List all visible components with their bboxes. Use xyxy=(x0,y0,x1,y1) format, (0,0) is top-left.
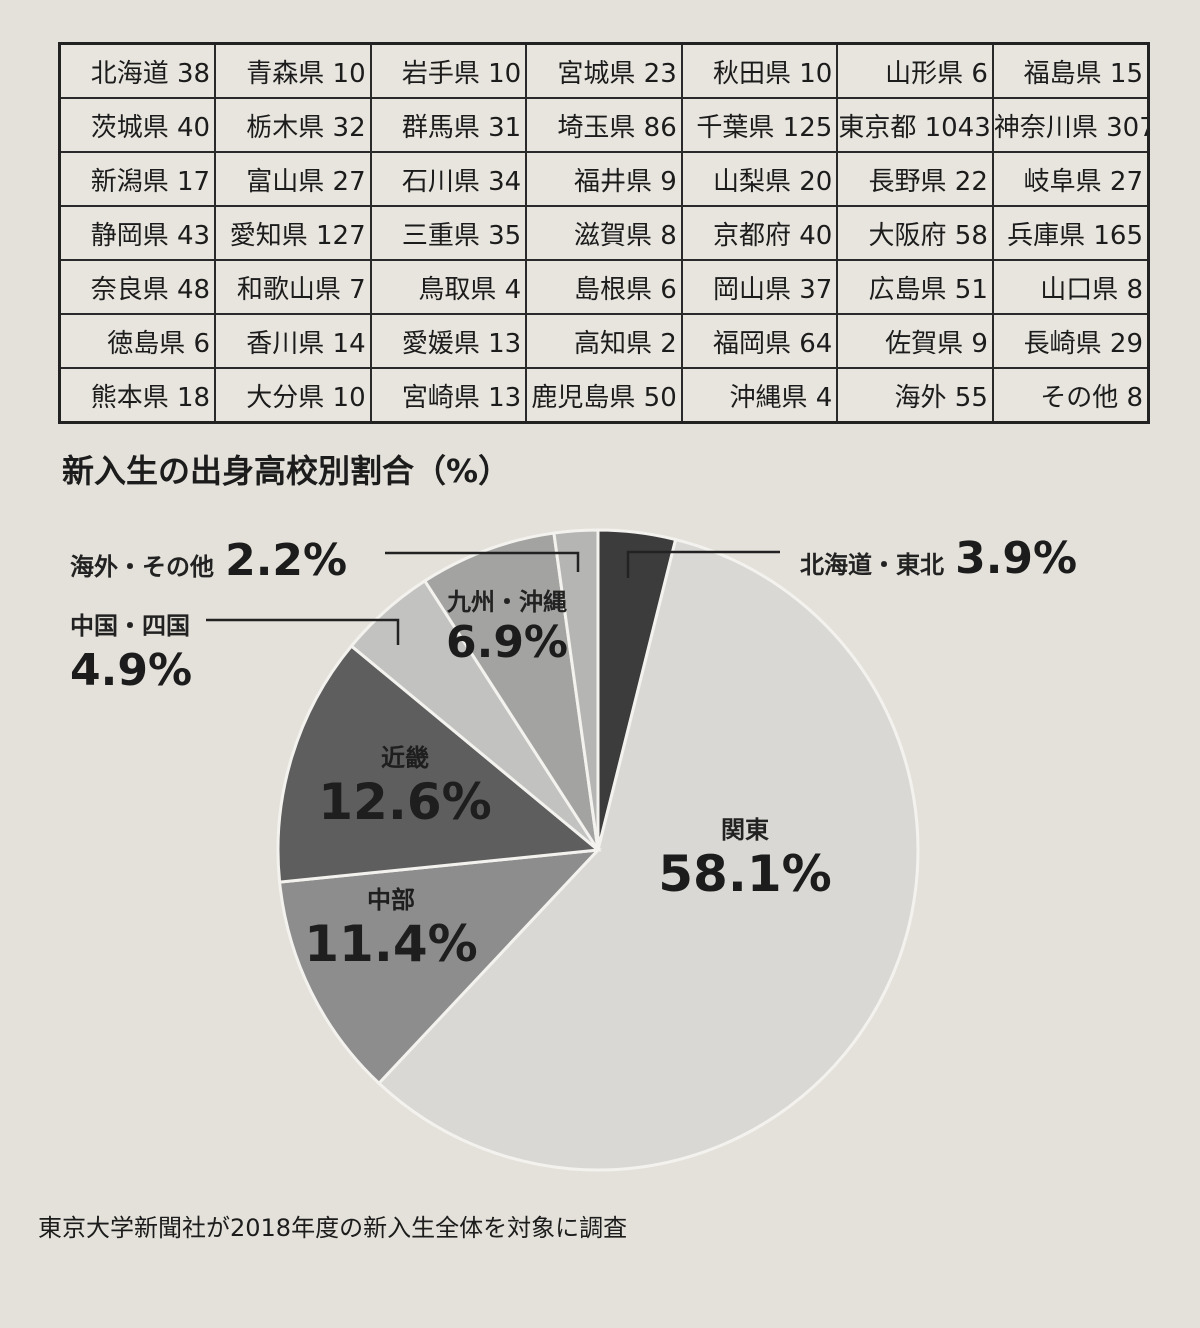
leader-line-chugoku xyxy=(206,618,400,645)
label-chubu-value: 11.4% xyxy=(304,915,478,973)
table-cell: 京都府 40 xyxy=(680,205,839,261)
label-chugoku: 中国・四国 4.9% xyxy=(70,606,192,696)
table-cell: 岐阜県 27 xyxy=(991,151,1150,207)
table-cell: 大分県 10 xyxy=(214,367,372,424)
table-cell: 鹿児島県 50 xyxy=(525,367,683,424)
table-cell: 兵庫県 165 xyxy=(991,205,1150,261)
table-cell: 鳥取県 4 xyxy=(369,259,528,315)
table-cell: 埼玉県 86 xyxy=(525,97,683,153)
table-cell: 佐賀県 9 xyxy=(836,313,994,369)
table-cell: 熊本県 18 xyxy=(58,367,217,424)
table-cell: 山形県 6 xyxy=(836,42,994,99)
label-tohoku-value: 3.9% xyxy=(955,533,1078,584)
table-cell: 広島県 51 xyxy=(836,259,994,315)
label-chubu: 中部 11.4% xyxy=(296,880,486,973)
label-kanto: 関東 58.1% xyxy=(650,810,840,903)
table-cell: 香川県 14 xyxy=(214,313,372,369)
table-cell: 栃木県 32 xyxy=(214,97,372,153)
pie-slice-3 xyxy=(276,643,602,884)
pie-slice-1 xyxy=(376,537,920,1172)
table-cell: 愛媛県 13 xyxy=(369,313,528,369)
table-cell: 山口県 8 xyxy=(991,259,1150,315)
table-cell: 島根県 6 xyxy=(525,259,683,315)
label-chugoku-value: 4.9% xyxy=(70,645,193,696)
label-kyushu-name: 九州・沖縄 xyxy=(447,588,567,616)
table-cell: 海外 55 xyxy=(836,367,994,424)
label-chugoku-name: 中国・四国 xyxy=(70,612,190,640)
label-kinki-value: 12.6% xyxy=(318,773,492,831)
label-overseas: 海外・その他 2.2% xyxy=(70,535,347,586)
table-cell: 神奈川県 307 xyxy=(991,97,1150,153)
table-row: 徳島県 6 香川県 14 愛媛県 13 高知県 2 福岡県 64 佐賀県 9 長崎県 29 xyxy=(58,313,1150,369)
label-overseas-value: 2.2% xyxy=(225,535,348,586)
table-cell: 長野県 22 xyxy=(836,151,994,207)
prefecture-table: 北海道 38 青森県 10 岩手県 10 宮城県 23 秋田県 10 山形県 6 福島県 1… xyxy=(58,42,1150,424)
label-kyushu-value: 6.9% xyxy=(445,617,569,668)
source-note: 東京大学新聞社が2018年度の新入生全体を対象に調査 xyxy=(38,1214,628,1242)
label-kanto-name: 関東 xyxy=(721,816,769,844)
table-cell: 和歌山県 7 xyxy=(214,259,372,315)
table-cell: 福島県 15 xyxy=(991,42,1150,99)
table-cell: 石川県 34 xyxy=(369,151,528,207)
table-cell: 群馬県 31 xyxy=(369,97,528,153)
label-tohoku: 北海道・東北 3.9% xyxy=(800,533,1077,584)
leader-line-tohoku xyxy=(626,550,780,578)
table-cell: 愛知県 127 xyxy=(214,205,372,261)
table-cell: 岡山県 37 xyxy=(680,259,839,315)
table-cell: 福岡県 64 xyxy=(680,313,839,369)
table-cell: 沖縄県 4 xyxy=(680,367,839,424)
table-cell: 高知県 2 xyxy=(525,313,683,369)
table-cell: 長崎県 29 xyxy=(991,313,1150,369)
table-cell: 北海道 38 xyxy=(58,42,217,99)
table-cell: 徳島県 6 xyxy=(58,313,217,369)
table-row: 静岡県 43 愛知県 127 三重県 35 滋賀県 8 京都府 40 大阪府 58 兵庫県 … xyxy=(58,205,1150,261)
table-cell: 静岡県 43 xyxy=(58,205,217,261)
leader-line-overseas xyxy=(385,551,580,572)
table-row: 熊本県 18 大分県 10 宮崎県 13 鹿児島県 50 沖縄県 4 海外 55 その他 8 xyxy=(58,367,1150,424)
pie-slice-5 xyxy=(422,531,600,851)
table-row: 茨城県 40 栃木県 32 群馬県 31 埼玉県 86 千葉県 125 東京都 1043 神… xyxy=(58,97,1150,153)
table-row: 奈良県 48 和歌山県 7 鳥取県 4 島根県 6 岡山県 37 広島県 51 山口県 8 xyxy=(58,259,1150,315)
table-cell: 秋田県 10 xyxy=(680,42,839,99)
table-cell: その他 8 xyxy=(991,367,1150,424)
table-cell: 茨城県 40 xyxy=(58,97,217,153)
table-row: 新潟県 17 富山県 27 石川県 34 福井県 9 山梨県 20 長野県 22 岐阜県 2… xyxy=(58,151,1150,207)
table-cell: 宮城県 23 xyxy=(525,42,683,99)
label-kanto-value: 58.1% xyxy=(658,845,832,903)
table-cell: 青森県 10 xyxy=(214,42,372,99)
label-kinki: 近畿 12.6% xyxy=(310,738,500,831)
table-cell: 福井県 9 xyxy=(525,151,683,207)
table-cell: 千葉県 125 xyxy=(680,97,839,153)
table-cell: 大阪府 58 xyxy=(836,205,994,261)
chart-title: 新入生の出身高校別割合（%） xyxy=(62,452,511,490)
table-row: 北海道 38 青森県 10 岩手県 10 宮城県 23 秋田県 10 山形県 6 福島県 1… xyxy=(58,42,1150,99)
table-cell: 東京都 1043 xyxy=(836,97,994,153)
table-cell: 富山県 27 xyxy=(214,151,372,207)
pie-slice-6 xyxy=(552,528,600,851)
table-cell: 奈良県 48 xyxy=(58,259,217,315)
table-cell: 新潟県 17 xyxy=(58,151,217,207)
pie-slice-2 xyxy=(277,848,602,1086)
table-cell: 山梨県 20 xyxy=(680,151,839,207)
table-cell: 岩手県 10 xyxy=(369,42,528,99)
label-chubu-name: 中部 xyxy=(367,886,415,914)
label-kinki-name: 近畿 xyxy=(381,744,429,772)
table-cell: 三重県 35 xyxy=(369,205,528,261)
label-tohoku-name: 北海道・東北 xyxy=(800,551,944,579)
label-kyushu: 九州・沖縄 6.9% xyxy=(432,582,582,668)
label-overseas-name: 海外・その他 xyxy=(70,553,214,581)
table-cell: 滋賀県 8 xyxy=(525,205,683,261)
table-cell: 宮崎県 13 xyxy=(369,367,528,424)
